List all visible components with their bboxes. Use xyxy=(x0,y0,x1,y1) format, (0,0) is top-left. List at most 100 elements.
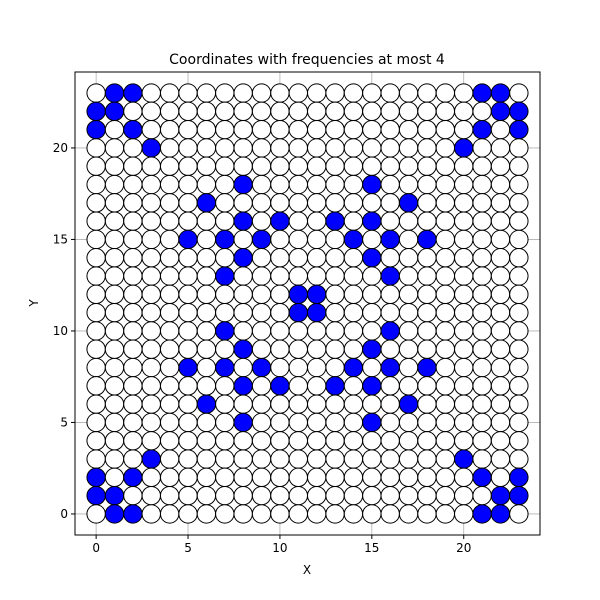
filled-point xyxy=(472,467,492,488)
filled-point xyxy=(472,504,492,524)
empty-point xyxy=(490,119,511,140)
filled-point xyxy=(233,376,253,396)
empty-point xyxy=(454,284,474,305)
empty-point xyxy=(196,266,217,286)
empty-point xyxy=(435,229,456,250)
empty-point xyxy=(307,174,327,195)
empty-point xyxy=(196,504,217,524)
empty-point xyxy=(435,138,456,158)
empty-point xyxy=(472,211,492,231)
filled-point xyxy=(490,83,511,103)
empty-point xyxy=(270,339,290,359)
empty-point xyxy=(178,321,198,341)
empty-point xyxy=(251,504,272,524)
filled-point xyxy=(288,284,308,305)
empty-point xyxy=(435,101,456,122)
filled-point xyxy=(141,449,161,469)
empty-point xyxy=(509,504,529,524)
empty-point xyxy=(454,211,474,231)
empty-point xyxy=(251,193,272,213)
empty-point xyxy=(251,101,272,122)
empty-point xyxy=(472,101,492,122)
empty-point xyxy=(270,485,290,506)
empty-point xyxy=(123,229,143,250)
empty-point xyxy=(398,248,419,268)
empty-point xyxy=(196,229,217,250)
empty-point xyxy=(141,376,161,396)
empty-point xyxy=(343,101,364,122)
data-points xyxy=(86,83,529,524)
empty-point xyxy=(270,193,290,213)
empty-point xyxy=(104,248,125,268)
empty-point xyxy=(343,321,364,341)
empty-point xyxy=(270,412,290,433)
empty-point xyxy=(417,431,437,451)
empty-point xyxy=(343,156,364,176)
filled-point xyxy=(251,357,272,378)
filled-point xyxy=(307,302,327,323)
filled-point xyxy=(490,101,511,122)
empty-point xyxy=(233,449,253,469)
empty-point xyxy=(288,211,308,231)
empty-point xyxy=(251,83,272,103)
empty-point xyxy=(325,101,345,122)
filled-point xyxy=(233,248,253,268)
empty-point xyxy=(141,248,161,268)
empty-point xyxy=(343,467,364,488)
empty-point xyxy=(178,339,198,359)
empty-point xyxy=(380,284,400,305)
empty-point xyxy=(509,302,529,323)
empty-point xyxy=(509,394,529,414)
empty-point xyxy=(86,339,106,359)
filled-point xyxy=(86,467,106,488)
empty-point xyxy=(86,412,106,433)
empty-point xyxy=(233,266,253,286)
filled-point xyxy=(104,485,125,506)
empty-point xyxy=(233,83,253,103)
empty-point xyxy=(325,83,345,103)
empty-point xyxy=(159,284,180,305)
filled-point xyxy=(362,412,382,433)
filled-point xyxy=(307,284,327,305)
empty-point xyxy=(362,193,382,213)
empty-point xyxy=(288,119,308,140)
empty-point xyxy=(159,248,180,268)
empty-point xyxy=(270,119,290,140)
empty-point xyxy=(104,357,125,378)
empty-point xyxy=(159,83,180,103)
empty-point xyxy=(196,138,217,158)
empty-point xyxy=(215,174,235,195)
empty-point xyxy=(362,431,382,451)
empty-point xyxy=(215,467,235,488)
empty-point xyxy=(104,156,125,176)
empty-point xyxy=(454,321,474,341)
filled-point xyxy=(472,119,492,140)
empty-point xyxy=(251,266,272,286)
empty-point xyxy=(454,266,474,286)
filled-point xyxy=(380,229,400,250)
empty-point xyxy=(178,284,198,305)
empty-point xyxy=(86,302,106,323)
empty-point xyxy=(251,431,272,451)
empty-point xyxy=(86,174,106,195)
empty-point xyxy=(362,284,382,305)
empty-point xyxy=(196,302,217,323)
empty-point xyxy=(104,394,125,414)
y-tick-label: 0 xyxy=(60,507,68,521)
empty-point xyxy=(233,467,253,488)
empty-point xyxy=(178,449,198,469)
empty-point xyxy=(86,193,106,213)
empty-point xyxy=(435,119,456,140)
empty-point xyxy=(435,339,456,359)
empty-point xyxy=(472,321,492,341)
filled-point xyxy=(454,449,474,469)
empty-point xyxy=(215,83,235,103)
empty-point xyxy=(251,138,272,158)
filled-point xyxy=(178,229,198,250)
empty-point xyxy=(435,302,456,323)
plot-frame xyxy=(74,71,541,536)
empty-point xyxy=(435,467,456,488)
empty-point xyxy=(104,412,125,433)
empty-point xyxy=(86,449,106,469)
empty-point xyxy=(509,284,529,305)
